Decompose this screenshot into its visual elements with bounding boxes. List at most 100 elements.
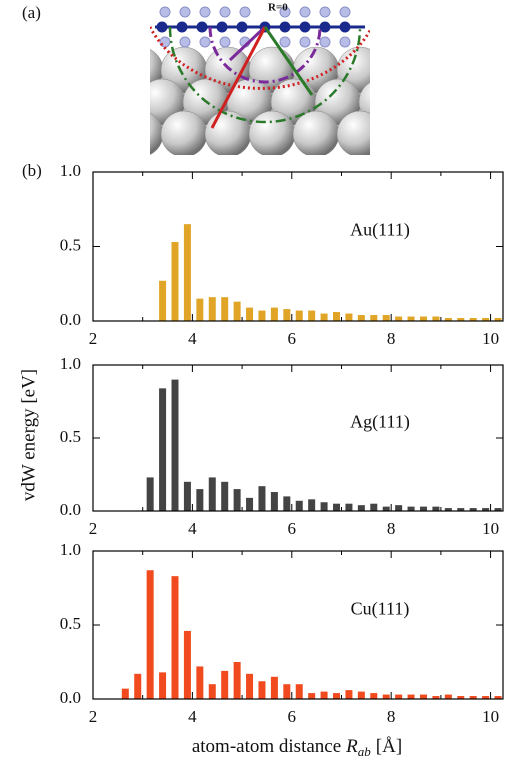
bar [457, 508, 465, 511]
bar [419, 506, 427, 511]
bar [171, 242, 179, 321]
x-tick-label: 6 [288, 329, 297, 348]
bar [469, 508, 477, 511]
bar [208, 684, 216, 699]
bar [146, 477, 154, 511]
bar [308, 693, 316, 699]
x-tick-label: 8 [387, 519, 396, 538]
y-tick-label: 1.0 [60, 354, 81, 373]
series-label: Ag(111) [350, 412, 410, 433]
bar [370, 693, 378, 699]
bar [482, 318, 490, 321]
bar [171, 379, 179, 511]
bar [233, 301, 241, 321]
bar [159, 280, 167, 321]
bar [134, 673, 142, 699]
bar [258, 310, 266, 321]
bar [270, 492, 278, 511]
x-tick-label: 2 [89, 707, 98, 726]
bar [419, 694, 427, 699]
bar [407, 694, 415, 699]
bar [295, 684, 303, 699]
y-tick-label: 1.0 [60, 540, 81, 559]
x-tick-label: 8 [387, 329, 396, 348]
panel-label: (b) [22, 161, 42, 180]
bar [320, 502, 328, 511]
bar [407, 316, 415, 321]
x-tick-label: 10 [482, 329, 499, 348]
bar [382, 506, 390, 511]
x-tick-label: 6 [288, 707, 297, 726]
bar [221, 481, 229, 511]
bar [233, 489, 241, 511]
bar [357, 315, 365, 321]
bar [345, 503, 353, 511]
bar [482, 696, 490, 699]
bar [333, 503, 341, 511]
bar [395, 694, 403, 699]
bar [345, 690, 353, 699]
bar [159, 388, 167, 511]
bar [432, 506, 440, 511]
y-tick-label: 0.0 [60, 500, 81, 519]
plot-frame [92, 550, 504, 700]
bar [395, 505, 403, 511]
bar [171, 576, 179, 699]
x-axis-label-part: atom-atom distance [192, 736, 341, 757]
bar [208, 297, 216, 321]
bar [196, 666, 204, 699]
x-tick-label: 10 [482, 707, 499, 726]
bar [246, 497, 254, 511]
x-axis-label: atom-atom distance Rab [Å] [192, 736, 402, 759]
bar [395, 316, 403, 321]
bar [221, 670, 229, 699]
panel-label: (a) [22, 3, 41, 22]
bar [370, 315, 378, 321]
x-tick-label: 8 [387, 707, 396, 726]
bar [469, 318, 477, 321]
bar [457, 318, 465, 321]
x-tick-label: 4 [188, 519, 197, 538]
bar [196, 489, 204, 511]
bar [457, 696, 465, 699]
series-label: Au(111) [350, 220, 410, 241]
structure-image: R=0 [150, 0, 370, 155]
y-axis-label: vdW energy [eV] [18, 369, 39, 501]
bar [357, 505, 365, 511]
bar [382, 694, 390, 699]
bar [183, 481, 191, 511]
bar [270, 676, 278, 699]
bar [407, 506, 415, 511]
x-axis-label-part: R [345, 736, 358, 757]
bar [308, 310, 316, 321]
bar [432, 316, 440, 321]
image-label: R=0 [268, 2, 288, 14]
x-axis-label-part: ab [358, 744, 372, 759]
x-tick-label: 6 [288, 519, 297, 538]
bar [444, 508, 452, 511]
bar [183, 630, 191, 699]
x-tick-label: 4 [188, 707, 197, 726]
bar [246, 307, 254, 321]
y-tick-label: 0.5 [60, 614, 81, 633]
y-tick-label: 0.0 [60, 688, 81, 707]
bar [159, 672, 167, 699]
bar [482, 508, 490, 511]
bar [432, 696, 440, 699]
bar [258, 486, 266, 511]
bar [295, 310, 303, 321]
bar [494, 508, 502, 511]
bar [320, 313, 328, 321]
series-label: Cu(111) [351, 598, 410, 619]
bar [444, 694, 452, 699]
bar [246, 673, 254, 699]
y-tick-label: 0.0 [60, 310, 81, 329]
y-tick-label: 0.5 [60, 235, 81, 254]
bar [295, 500, 303, 511]
bar [221, 297, 229, 321]
plot-frame [92, 364, 504, 512]
bar [333, 693, 341, 699]
y-tick-label: 0.5 [60, 427, 81, 446]
